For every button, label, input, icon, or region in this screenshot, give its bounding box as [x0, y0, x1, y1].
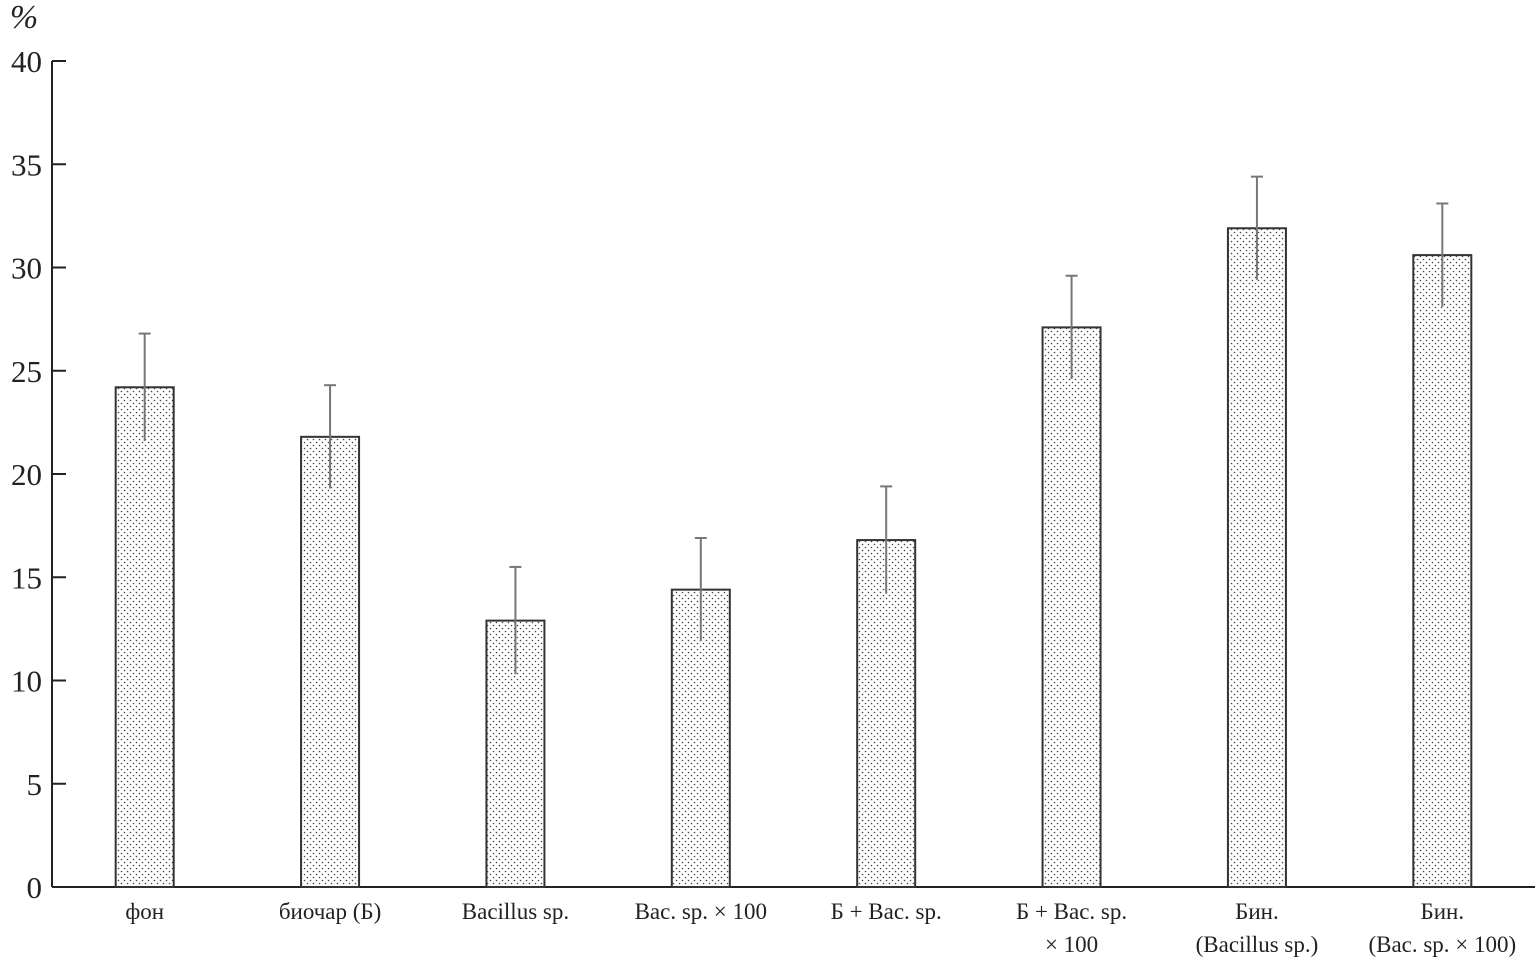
- bar: [1412, 254, 1473, 889]
- bar: [114, 386, 175, 888]
- x-tick-label: Bac. sp. × 100: [635, 899, 767, 924]
- x-tick-label: Б + Bac. sp.: [831, 899, 942, 924]
- bar: [856, 539, 917, 889]
- y-tick-label: 35: [11, 147, 42, 182]
- bar: [300, 435, 361, 888]
- bar: [1041, 326, 1102, 888]
- x-tick-label: биочар (Б): [279, 899, 381, 924]
- error-bar: [1436, 202, 1449, 307]
- x-tick-label: Bacillus sp.: [462, 899, 569, 924]
- bar: [1226, 227, 1287, 888]
- y-tick-label: 5: [27, 767, 43, 802]
- bar: [670, 588, 731, 888]
- x-tick-label: фон: [125, 899, 164, 924]
- y-tick-label: 10: [11, 664, 42, 699]
- y-axis-label: %: [10, 0, 38, 36]
- x-tick-label: Б + Bac. sp. × 100: [1016, 899, 1127, 957]
- y-tick-label: 15: [11, 560, 42, 595]
- y-tick-label: 25: [11, 354, 42, 389]
- y-tick-label: 20: [11, 457, 42, 492]
- y-tick-label: 40: [11, 44, 42, 79]
- error-bar: [138, 332, 151, 441]
- x-tick-label: Бин. (Bac. sp. × 100): [1368, 899, 1516, 957]
- error-bar: [694, 537, 707, 642]
- error-bar: [509, 565, 522, 675]
- y-tick-label: 0: [27, 870, 43, 905]
- error-bar: [1065, 274, 1078, 380]
- error-bar: [324, 384, 337, 489]
- y-tick-label: 30: [11, 251, 42, 286]
- error-bar: [1250, 175, 1263, 280]
- x-tick-label: Бин. (Bacillus sp.): [1196, 899, 1319, 957]
- error-bar: [880, 485, 893, 594]
